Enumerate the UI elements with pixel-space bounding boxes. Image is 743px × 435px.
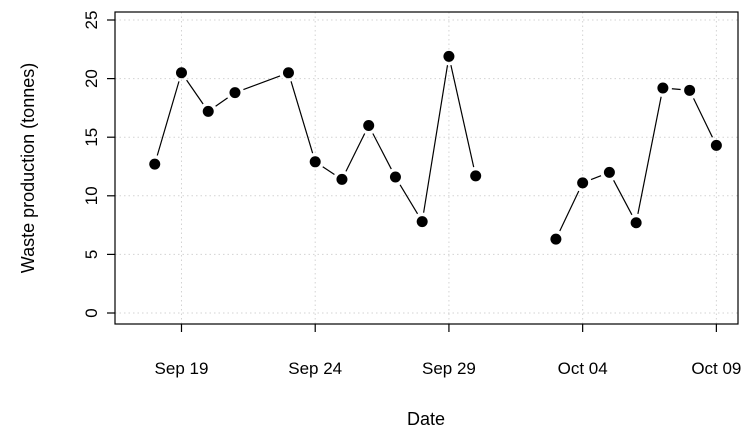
y-tick-label: 15	[82, 128, 101, 147]
series-segment	[450, 64, 475, 168]
data-point	[684, 84, 696, 96]
series-segment	[322, 166, 335, 175]
series-segment	[423, 65, 449, 213]
data-point	[710, 139, 722, 151]
y-tick-label: 0	[82, 308, 101, 317]
series-segment	[345, 133, 366, 172]
y-tick-label: 10	[82, 186, 101, 205]
x-tick-label: Sep 24	[288, 359, 342, 378]
x-axis-label: Date	[407, 409, 445, 429]
x-axis: Sep 19 Sep 24 Sep 29 Oct 04 Oct 09	[155, 324, 741, 378]
series-segment	[613, 180, 633, 216]
y-axis-label: Waste production (tonnes)	[18, 63, 38, 273]
y-tick-label: 20	[82, 69, 101, 88]
series-segment	[186, 79, 204, 105]
data-point	[416, 216, 428, 228]
series-segment	[156, 81, 180, 156]
series-segment	[243, 75, 281, 91]
data-point	[603, 166, 615, 178]
data-point	[202, 105, 214, 117]
data-point	[630, 217, 642, 229]
x-tick-label: Sep 19	[155, 359, 209, 378]
series-segment	[290, 81, 314, 154]
data-point	[550, 233, 562, 245]
data-point	[309, 156, 321, 168]
plot-frame	[114, 11, 739, 325]
data-point	[363, 119, 375, 131]
data-point	[389, 171, 401, 183]
x-tick-label: Oct 09	[691, 359, 741, 378]
data-point	[577, 177, 589, 189]
series-segment	[399, 184, 419, 215]
y-axis: 0 5 10 15 20 25	[82, 11, 115, 318]
grid-lines	[115, 12, 738, 324]
series-segment	[693, 98, 713, 138]
x-tick-label: Sep 29	[422, 359, 476, 378]
data-point	[443, 50, 455, 62]
series-points	[149, 50, 722, 245]
series-line	[156, 64, 713, 232]
data-point	[336, 173, 348, 185]
data-point	[282, 67, 294, 79]
series-segment	[671, 88, 681, 91]
series-segment	[637, 96, 662, 215]
series-segment	[372, 133, 392, 170]
y-tick-label: 25	[82, 11, 101, 30]
y-tick-label: 5	[82, 250, 101, 259]
x-tick-label: Oct 04	[558, 359, 608, 378]
data-point	[470, 170, 482, 182]
series-segment	[215, 97, 228, 107]
data-point	[149, 158, 161, 170]
series-segment	[590, 175, 602, 181]
series-segment	[559, 190, 580, 232]
data-point	[229, 87, 241, 99]
data-point	[175, 67, 187, 79]
data-point	[657, 82, 669, 94]
